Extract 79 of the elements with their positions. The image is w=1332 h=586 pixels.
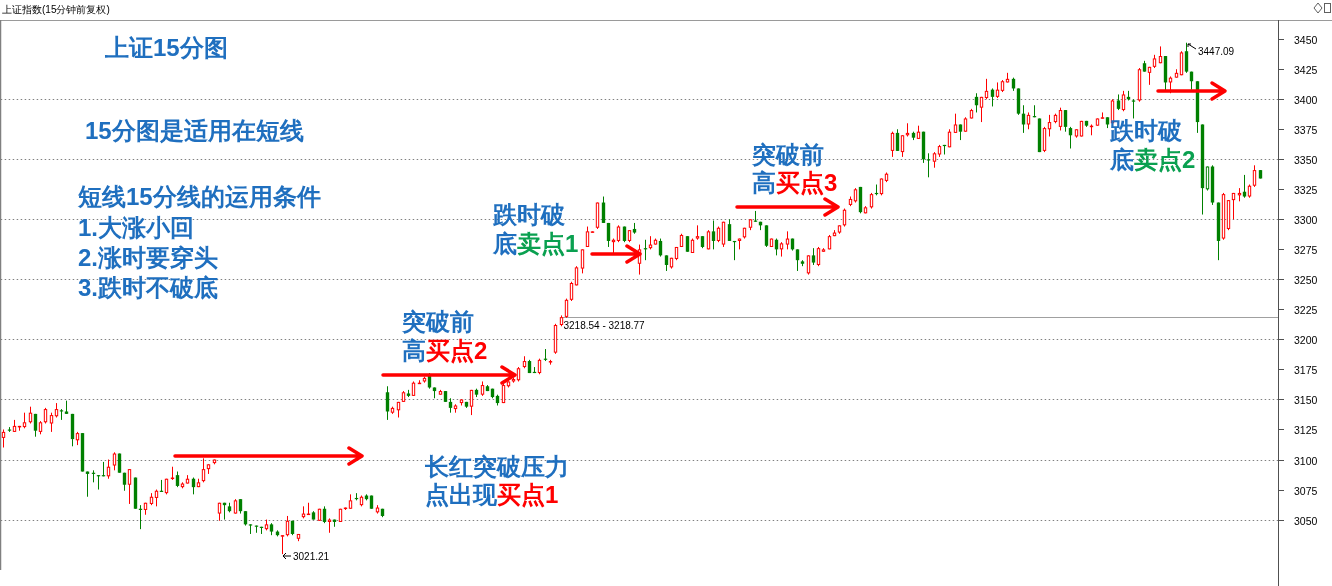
text: 上证指数(15分钟前复权) bbox=[2, 4, 110, 15]
annotation: 跌时破 bbox=[492, 201, 566, 228]
annotation: 1.大涨小回 bbox=[78, 214, 195, 241]
annotation: 卖点2 bbox=[1134, 146, 1196, 173]
y-tick-label: 3225 bbox=[1294, 303, 1318, 316]
candlestick bbox=[1205, 166, 1210, 192]
ref-line-label: 3218.54 - 3218.77 bbox=[563, 319, 646, 331]
candlestick bbox=[806, 254, 811, 276]
y-tick-label: 3325 bbox=[1294, 183, 1318, 196]
candlestick bbox=[764, 224, 769, 248]
candlestick bbox=[979, 96, 984, 123]
candlestick bbox=[953, 113, 958, 134]
candlestick bbox=[280, 534, 285, 555]
candlestick bbox=[1179, 50, 1184, 76]
annotation: 突破前 bbox=[751, 141, 824, 168]
candlestick bbox=[795, 248, 800, 272]
annotation: 跌时破 bbox=[1109, 117, 1183, 144]
y-tick-label: 3100 bbox=[1294, 454, 1318, 467]
candlestick bbox=[1131, 98, 1136, 119]
candlestick bbox=[585, 226, 590, 248]
y-tick-label: 3450 bbox=[1294, 33, 1318, 46]
candlestick bbox=[890, 131, 895, 158]
candlestick bbox=[49, 412, 54, 433]
y-tick-label: 3375 bbox=[1294, 123, 1318, 136]
candlestick bbox=[816, 246, 821, 267]
candlestick bbox=[711, 220, 716, 250]
y-tick-label: 3050 bbox=[1294, 514, 1318, 527]
annotation: 2.涨时要穿头 bbox=[78, 244, 219, 271]
candlestick bbox=[1231, 192, 1236, 220]
candlestick bbox=[1, 429, 6, 449]
candlestick bbox=[721, 221, 726, 248]
annotation: 15分图是适用在短线 bbox=[85, 117, 304, 144]
annotation: 3021.21 bbox=[293, 550, 330, 562]
y-tick-label: 3400 bbox=[1294, 93, 1318, 106]
candlestick bbox=[984, 78, 989, 100]
text: 上证15分图 bbox=[104, 34, 228, 61]
candlestick bbox=[1042, 126, 1047, 153]
annotation: 高 bbox=[402, 337, 426, 364]
candlestick bbox=[112, 451, 117, 471]
candlestick bbox=[1184, 42, 1189, 74]
candlestick bbox=[564, 298, 569, 319]
y-tick-label: 3425 bbox=[1294, 63, 1318, 76]
y-tick-label: 3250 bbox=[1294, 273, 1318, 286]
y-tick-label: 3350 bbox=[1294, 153, 1318, 166]
annotation: 高 bbox=[752, 169, 776, 196]
y-tick-label: 3125 bbox=[1294, 423, 1318, 436]
annotation: 买点3 bbox=[776, 169, 838, 196]
annotation: 长红突破压力 bbox=[424, 453, 569, 480]
annotation: 买点2 bbox=[426, 337, 488, 364]
candlestick bbox=[201, 457, 206, 483]
candlestick bbox=[706, 229, 711, 250]
y-tick-label: 3175 bbox=[1294, 363, 1318, 376]
y-tick-label: 3300 bbox=[1294, 213, 1318, 226]
candlestick bbox=[469, 389, 474, 416]
annotation: 卖点1 bbox=[517, 230, 579, 257]
annotation: 底 bbox=[1109, 146, 1134, 173]
annotation: 3447.09 bbox=[1198, 45, 1235, 57]
candlestick bbox=[127, 468, 132, 505]
y-tick-label: 3150 bbox=[1294, 393, 1318, 406]
y-tick-label: 3075 bbox=[1294, 484, 1318, 497]
candlestick bbox=[574, 265, 579, 286]
candlestick bbox=[569, 281, 574, 302]
annotation: 3.跌时不破底 bbox=[78, 274, 219, 301]
candlestick bbox=[1047, 114, 1052, 137]
candlestick bbox=[1121, 90, 1126, 112]
candlestick bbox=[900, 134, 905, 158]
candlestick bbox=[1058, 107, 1063, 131]
annotation: 底 bbox=[492, 230, 517, 257]
candlestick bbox=[1242, 174, 1247, 199]
candlestick bbox=[785, 230, 790, 250]
candlestick bbox=[926, 152, 931, 178]
annotation: 短线15分线的运用条件 bbox=[77, 183, 321, 210]
annotation: 点出现 bbox=[425, 481, 498, 508]
candlestick bbox=[580, 248, 585, 274]
annotation: 突破前 bbox=[401, 308, 474, 335]
candlestick bbox=[1252, 164, 1257, 188]
y-tick-label: 3275 bbox=[1294, 243, 1318, 256]
y-tick-label: 3200 bbox=[1294, 333, 1318, 346]
annotation: 买点1 bbox=[497, 481, 559, 508]
